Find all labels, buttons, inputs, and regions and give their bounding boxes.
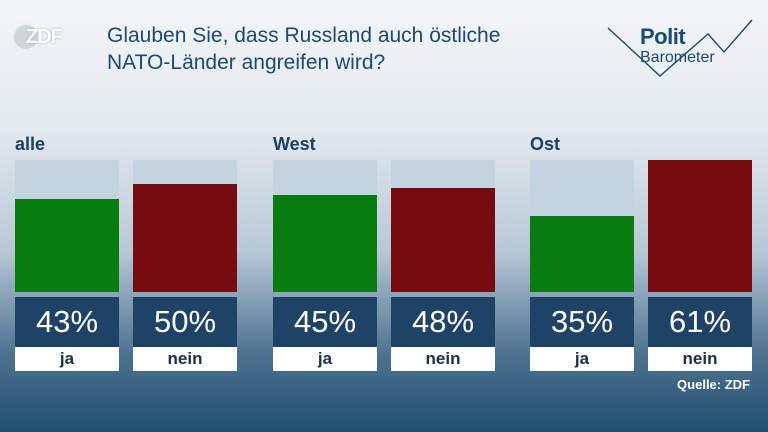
group-label-west: West [273,134,316,154]
bar-background-alle-nein [133,160,237,292]
value-label-alle-ja: 43% [15,297,119,347]
bar-background-west-nein [391,160,495,292]
category-label-west-ja: ja [273,347,377,371]
bar-west-ja [273,195,377,292]
bar-alle-nein [133,184,237,292]
bar-ost-nein [648,160,752,292]
group-label-ost: Ost [530,134,561,154]
bar-background-ost-nein [648,160,752,292]
group-label-alle: alle [15,134,46,154]
category-label-ost-ja: ja [530,347,634,371]
category-label-alle-nein: nein [133,347,237,371]
bar-west-nein [391,188,495,292]
chart-title: Glauben Sie, dass Russland auch östliche… [107,22,587,76]
bar-background-west-ja [273,160,377,292]
value-label-west-ja: 45% [273,297,377,347]
value-label-ost-nein: 61% [648,297,752,347]
zdf-logo: ZDF [12,22,63,52]
category-label-alle-ja: ja [15,347,119,371]
politbarometer-logo-line-2: Barometer [640,49,715,66]
bar-background-alle-ja [15,160,119,292]
value-label-alle-nein: 50% [133,297,237,347]
value-label-west-nein: 48% [391,297,495,347]
bar-background-ost-ja [530,160,634,292]
zdf-logo-text: ZDF [26,25,63,48]
bar-ost-ja [530,216,634,292]
chart-title-line-2: NATO-Länder angreifen wird? [107,51,386,74]
politbarometer-zigzag-icon [607,19,753,77]
source-note: Quelle: ZDF [677,377,750,392]
category-label-ost-nein: nein [648,347,752,371]
zdf-logo-circle-icon [12,23,40,51]
category-label-west-nein: nein [391,347,495,371]
bar-alle-ja [15,199,119,292]
value-label-ost-ja: 35% [530,297,634,347]
chart-title-line-1: Glauben Sie, dass Russland auch östliche [107,24,501,47]
politbarometer-logo: Polit Barometer [600,12,760,82]
politbarometer-logo-line-1: Polit [640,24,686,49]
